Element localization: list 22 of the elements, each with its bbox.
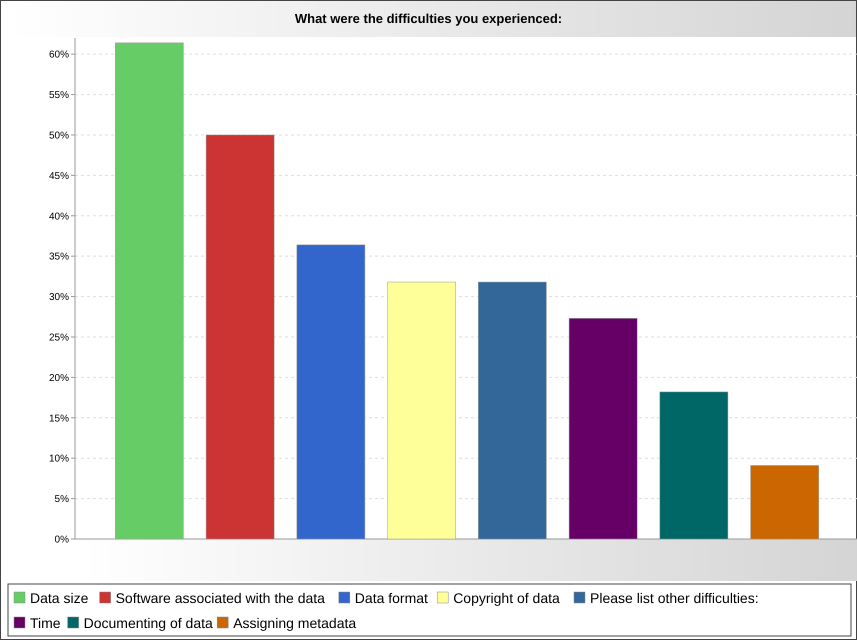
y-tick-label: 25% bbox=[48, 332, 70, 344]
y-tick-label: 55% bbox=[48, 90, 70, 102]
y-tick-label: 50% bbox=[48, 130, 70, 142]
y-tick-label: 30% bbox=[48, 292, 70, 304]
y-tick-label: 0% bbox=[54, 534, 70, 546]
y-tick-label: 40% bbox=[48, 211, 70, 222]
legend-label: Data format bbox=[354, 590, 428, 606]
y-tick-label: 10% bbox=[48, 454, 70, 465]
legend-label: Time bbox=[30, 615, 61, 631]
legend-label: Data size bbox=[30, 590, 89, 606]
y-tick-label: 45% bbox=[48, 170, 70, 182]
y-tick-label: 20% bbox=[48, 372, 70, 384]
chart-title: What were the difficulties you experienced: bbox=[294, 11, 562, 26]
y-tick-label: 5% bbox=[54, 494, 70, 506]
y-tick-label: 35% bbox=[48, 252, 70, 263]
legend-label: Please list other difficulties: bbox=[590, 590, 759, 606]
legend-label: Copyright of data bbox=[453, 590, 560, 606]
legend-label: Software associated with the data bbox=[116, 590, 326, 606]
legend-label: Documenting of data bbox=[84, 615, 214, 631]
legend-label: Assigning metadata bbox=[233, 615, 356, 631]
y-tick-label: 15% bbox=[48, 413, 70, 424]
y-tick-label: 60% bbox=[48, 50, 70, 61]
